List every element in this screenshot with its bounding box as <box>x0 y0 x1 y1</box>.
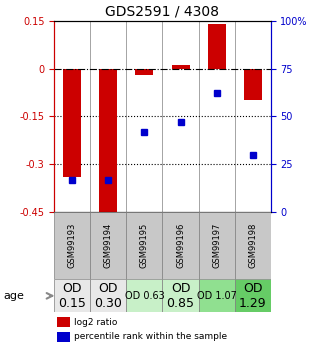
Text: GSM99193: GSM99193 <box>68 223 77 268</box>
Bar <box>100 69 118 215</box>
Text: OD
0.85: OD 0.85 <box>166 282 194 310</box>
Text: OD 0.63: OD 0.63 <box>125 291 164 301</box>
Bar <box>198 279 234 312</box>
Bar <box>63 69 81 177</box>
Bar <box>57 317 70 327</box>
Bar <box>91 212 127 279</box>
Bar <box>91 279 127 312</box>
Text: OD 1.07: OD 1.07 <box>197 291 236 301</box>
Bar <box>57 332 70 342</box>
Title: GDS2591 / 4308: GDS2591 / 4308 <box>105 4 220 18</box>
Bar <box>127 212 162 279</box>
Bar <box>54 212 91 279</box>
Text: OD
1.29: OD 1.29 <box>239 282 266 310</box>
Bar <box>207 24 225 69</box>
Bar <box>127 279 162 312</box>
Bar <box>198 212 234 279</box>
Text: age: age <box>3 291 24 301</box>
Bar <box>162 212 198 279</box>
Text: GSM99196: GSM99196 <box>176 223 185 268</box>
Text: GSM99194: GSM99194 <box>104 223 113 268</box>
Bar <box>54 279 91 312</box>
Bar <box>162 279 198 312</box>
Text: OD
0.15: OD 0.15 <box>58 282 86 310</box>
Bar <box>234 279 271 312</box>
Text: GSM99197: GSM99197 <box>212 223 221 268</box>
Bar <box>244 69 262 100</box>
Text: percentile rank within the sample: percentile rank within the sample <box>74 332 227 341</box>
Text: GSM99195: GSM99195 <box>140 223 149 268</box>
Text: GSM99198: GSM99198 <box>248 223 257 268</box>
Bar <box>171 66 189 69</box>
Text: log2 ratio: log2 ratio <box>74 318 117 327</box>
Text: OD
0.30: OD 0.30 <box>95 282 123 310</box>
Bar <box>234 212 271 279</box>
Bar <box>136 69 154 75</box>
